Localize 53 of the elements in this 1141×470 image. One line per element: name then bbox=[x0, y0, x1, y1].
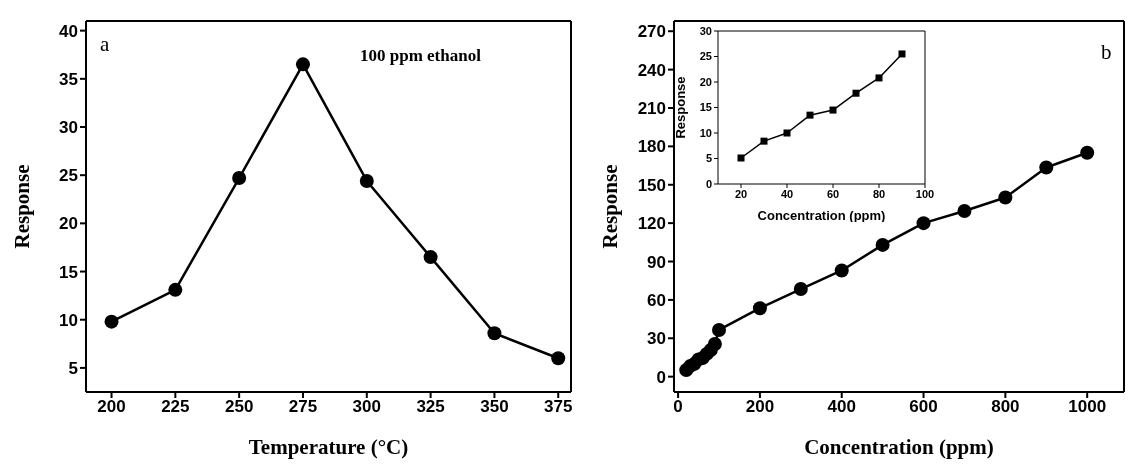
x-tick-label: 800 bbox=[991, 397, 1020, 417]
x-tick-label: 100 bbox=[915, 187, 935, 200]
x-tick-label: 225 bbox=[161, 397, 190, 417]
y-tick-label: 270 bbox=[637, 22, 666, 42]
x-axis-title: Temperature (°C) bbox=[248, 435, 409, 459]
x-tick-label: 300 bbox=[352, 397, 381, 417]
annotation: b bbox=[1101, 40, 1112, 65]
annotation: 100 ppm ethanol bbox=[360, 46, 481, 66]
y-tick-label: 25 bbox=[59, 166, 78, 186]
y-tick-label: 30 bbox=[59, 118, 78, 138]
y-tick-label: 0 bbox=[656, 367, 666, 387]
x-tick-label: 600 bbox=[909, 397, 938, 417]
y-tick-label: 20 bbox=[59, 214, 78, 234]
y-axis-title: Response bbox=[672, 76, 688, 139]
y-tick-label: 10 bbox=[699, 126, 712, 139]
x-tick-label: 0 bbox=[673, 397, 683, 417]
annotation: a bbox=[100, 32, 110, 57]
y-tick-label: 180 bbox=[637, 137, 666, 157]
y-tick-label: 15 bbox=[699, 101, 712, 114]
y-tick-label: 120 bbox=[637, 214, 666, 234]
y-tick-label: 5 bbox=[68, 358, 78, 378]
x-tick-label: 400 bbox=[827, 397, 856, 417]
x-tick-label: 325 bbox=[416, 397, 445, 417]
x-tick-label: 20 bbox=[734, 187, 748, 200]
y-tick-label: 210 bbox=[637, 99, 666, 119]
x-tick-label: 60 bbox=[826, 187, 840, 200]
y-axis-title: Response bbox=[598, 164, 623, 249]
x-axis-title: Concentration (ppm) bbox=[804, 435, 994, 459]
x-tick-label: 1000 bbox=[1068, 397, 1107, 417]
y-tick-label: 15 bbox=[59, 262, 78, 282]
x-tick-label: 350 bbox=[480, 397, 509, 417]
y-tick-label: 90 bbox=[647, 252, 666, 272]
x-tick-label: 250 bbox=[224, 397, 254, 417]
y-tick-label: 25 bbox=[699, 50, 712, 63]
y-tick-label: 240 bbox=[637, 60, 666, 80]
x-tick-label: 275 bbox=[288, 397, 318, 417]
y-tick-label: 0 bbox=[705, 177, 712, 190]
y-axis-title: Response bbox=[10, 164, 35, 249]
y-tick-label: 35 bbox=[59, 69, 78, 89]
x-tick-label: 40 bbox=[780, 187, 794, 200]
x-tick-label: 80 bbox=[872, 187, 886, 200]
x-axis-title: Concentration (ppm) bbox=[757, 208, 886, 223]
x-tick-label: 200 bbox=[745, 397, 775, 417]
y-tick-label: 10 bbox=[59, 310, 78, 330]
x-tick-label: 200 bbox=[97, 397, 126, 417]
y-tick-label: 30 bbox=[647, 329, 666, 349]
y-tick-label: 40 bbox=[59, 21, 78, 41]
y-tick-label: 30 bbox=[699, 24, 712, 37]
x-tick-label: 375 bbox=[544, 397, 573, 417]
y-tick-label: 5 bbox=[705, 152, 712, 165]
y-tick-label: 20 bbox=[699, 75, 712, 88]
y-tick-label: 150 bbox=[637, 175, 666, 195]
y-tick-label: 60 bbox=[647, 290, 666, 310]
